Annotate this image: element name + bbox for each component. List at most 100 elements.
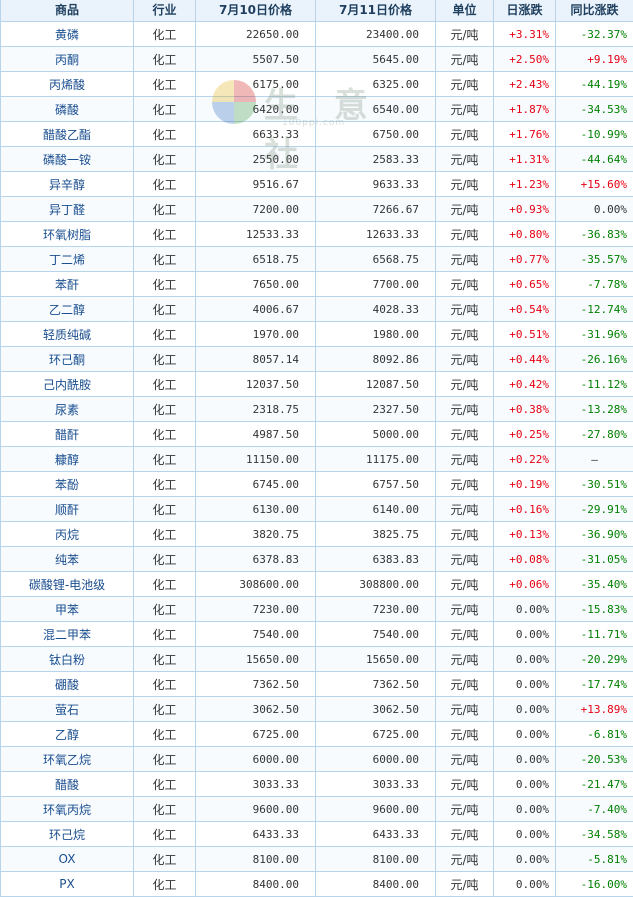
yoy-change-cell: -17.74% (555, 671, 633, 697)
table-row: 丙烷 化工 3820.75 3825.75 元/吨 +0.13% -36.90% (0, 521, 633, 547)
product-name-link[interactable]: 苯酐 (0, 271, 134, 297)
product-name-link[interactable]: 异辛醇 (0, 171, 134, 197)
table-row: 己内酰胺 化工 12037.50 12087.50 元/吨 +0.42% -11.12% (0, 371, 633, 397)
product-name-link[interactable]: 顺酐 (0, 496, 134, 522)
product-name-link[interactable]: 萤石 (0, 696, 134, 722)
daily-change-cell: +2.43% (493, 71, 556, 97)
header-price-jul11[interactable]: 7月11日价格 (315, 0, 436, 22)
header-daily-change[interactable]: 日涨跌 (493, 0, 556, 22)
daily-change-cell: +0.51% (493, 321, 556, 347)
table-row: 丁二烯 化工 6518.75 6568.75 元/吨 +0.77% -35.57% (0, 246, 633, 272)
table-row: 环氧乙烷 化工 6000.00 6000.00 元/吨 0.00% -20.53% (0, 746, 633, 772)
price-jul11-cell: 15650.00 (315, 646, 436, 672)
product-name-link[interactable]: 环氧丙烷 (0, 796, 134, 822)
industry-cell: 化工 (133, 71, 196, 97)
product-name-link[interactable]: 纯苯 (0, 546, 134, 572)
yoy-change-cell: -6.81% (555, 721, 633, 747)
price-jul10-cell: 6175.00 (195, 71, 316, 97)
table-row: 醋酸 化工 3033.33 3033.33 元/吨 0.00% -21.47% (0, 771, 633, 797)
unit-cell: 元/吨 (435, 746, 494, 772)
product-name-link[interactable]: 黄磷 (0, 21, 134, 47)
product-name-link[interactable]: 乙醇 (0, 721, 134, 747)
product-name-link[interactable]: 混二甲苯 (0, 621, 134, 647)
product-name-link[interactable]: 环己烷 (0, 821, 134, 847)
price-jul10-cell: 3820.75 (195, 521, 316, 547)
product-name-link[interactable]: 环氧树脂 (0, 221, 134, 247)
daily-change-cell: +0.42% (493, 371, 556, 397)
yoy-change-cell: -5.81% (555, 846, 633, 872)
unit-cell: 元/吨 (435, 796, 494, 822)
daily-change-cell: +0.08% (493, 546, 556, 572)
header-industry[interactable]: 行业 (133, 0, 196, 22)
header-price-jul10[interactable]: 7月10日价格 (195, 0, 316, 22)
industry-cell: 化工 (133, 546, 196, 572)
unit-cell: 元/吨 (435, 246, 494, 272)
product-name-link[interactable]: 丁二烯 (0, 246, 134, 272)
yoy-change-cell: -35.40% (555, 571, 633, 597)
header-yoy-change[interactable]: 同比涨跌 (555, 0, 633, 22)
price-jul11-cell: 12633.33 (315, 221, 436, 247)
product-name-link[interactable]: 硼酸 (0, 671, 134, 697)
industry-cell: 化工 (133, 171, 196, 197)
header-product[interactable]: 商品 (0, 0, 134, 22)
unit-cell: 元/吨 (435, 296, 494, 322)
price-jul10-cell: 9516.67 (195, 171, 316, 197)
yoy-change-cell: -29.91% (555, 496, 633, 522)
header-unit[interactable]: 单位 (435, 0, 494, 22)
product-name-link[interactable]: 乙二醇 (0, 296, 134, 322)
price-jul10-cell: 6518.75 (195, 246, 316, 272)
product-name-link[interactable]: 醋酸乙酯 (0, 121, 134, 147)
daily-change-cell: +1.87% (493, 96, 556, 122)
product-name-link[interactable]: 己内酰胺 (0, 371, 134, 397)
product-name-link[interactable]: 碳酸锂-电池级 (0, 571, 134, 597)
product-name-link[interactable]: 丙烷 (0, 521, 134, 547)
unit-cell: 元/吨 (435, 96, 494, 122)
product-name-link[interactable]: 醋酐 (0, 421, 134, 447)
daily-change-cell: 0.00% (493, 746, 556, 772)
daily-change-cell: 0.00% (493, 721, 556, 747)
product-name-link[interactable]: 苯酚 (0, 471, 134, 497)
product-name-link[interactable]: 环己酮 (0, 346, 134, 372)
table-row: PX 化工 8400.00 8400.00 元/吨 0.00% -16.00% (0, 871, 633, 897)
product-name-link[interactable]: 磷酸一铵 (0, 146, 134, 172)
product-name-link[interactable]: 丙酮 (0, 46, 134, 72)
product-name-link[interactable]: 糠醇 (0, 446, 134, 472)
product-name-link[interactable]: PX (0, 871, 134, 897)
price-jul11-cell: 9633.33 (315, 171, 436, 197)
table-row: 硼酸 化工 7362.50 7362.50 元/吨 0.00% -17.74% (0, 671, 633, 697)
yoy-change-cell: -20.29% (555, 646, 633, 672)
unit-cell: 元/吨 (435, 846, 494, 872)
table-row: 苯酐 化工 7650.00 7700.00 元/吨 +0.65% -7.78% (0, 271, 633, 297)
yoy-change-cell: -7.40% (555, 796, 633, 822)
product-name-link[interactable]: 醋酸 (0, 771, 134, 797)
table-row: 糠醇 化工 11150.00 11175.00 元/吨 +0.22% — (0, 446, 633, 472)
product-name-link[interactable]: OX (0, 846, 134, 872)
yoy-change-cell: -44.19% (555, 71, 633, 97)
yoy-change-cell: -21.47% (555, 771, 633, 797)
industry-cell: 化工 (133, 121, 196, 147)
yoy-change-cell: -34.58% (555, 821, 633, 847)
price-jul10-cell: 3033.33 (195, 771, 316, 797)
yoy-change-cell: -32.37% (555, 21, 633, 47)
product-name-link[interactable]: 环氧乙烷 (0, 746, 134, 772)
price-jul11-cell: 6433.33 (315, 821, 436, 847)
product-name-link[interactable]: 尿素 (0, 396, 134, 422)
yoy-change-cell: -36.90% (555, 521, 633, 547)
industry-cell: 化工 (133, 671, 196, 697)
product-name-link[interactable]: 丙烯酸 (0, 71, 134, 97)
yoy-change-cell: -31.05% (555, 546, 633, 572)
price-jul11-cell: 7362.50 (315, 671, 436, 697)
daily-change-cell: +0.54% (493, 296, 556, 322)
product-name-link[interactable]: 钛白粉 (0, 646, 134, 672)
daily-change-cell: +0.16% (493, 496, 556, 522)
industry-cell: 化工 (133, 571, 196, 597)
yoy-change-cell: -16.00% (555, 871, 633, 897)
product-name-link[interactable]: 甲苯 (0, 596, 134, 622)
yoy-change-cell: +15.60% (555, 171, 633, 197)
daily-change-cell: 0.00% (493, 671, 556, 697)
product-name-link[interactable]: 磷酸 (0, 96, 134, 122)
product-name-link[interactable]: 轻质纯碱 (0, 321, 134, 347)
price-jul10-cell: 22650.00 (195, 21, 316, 47)
price-jul10-cell: 6433.33 (195, 821, 316, 847)
product-name-link[interactable]: 异丁醛 (0, 196, 134, 222)
